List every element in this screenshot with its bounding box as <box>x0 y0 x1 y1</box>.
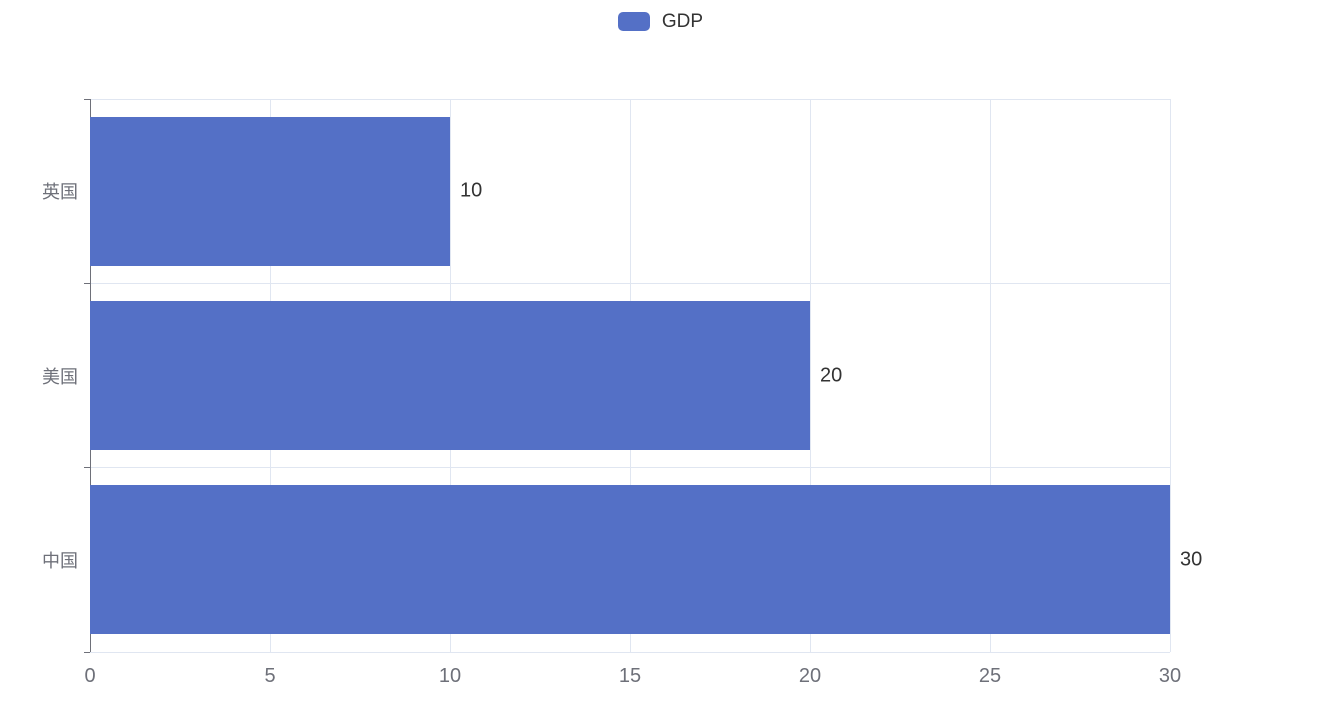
x-axis-tick-label-5: 5 <box>264 665 276 687</box>
x-axis-tick-label-0: 0 <box>84 665 96 687</box>
x-axis-tick-label-15: 15 <box>618 665 642 687</box>
bar-gdp-英国[interactable] <box>90 116 450 266</box>
bar-gdp-美国[interactable] <box>90 301 810 450</box>
y-axis-tick <box>84 282 90 284</box>
y-gridline <box>90 282 1170 284</box>
bar-value-label: 20 <box>820 364 843 386</box>
legend-label-gdp[interactable]: GDP <box>661 11 704 32</box>
x-axis-tick-label-30: 30 <box>1158 665 1182 687</box>
y-axis-label-英国: 英国 <box>42 182 78 203</box>
y-gridline <box>90 651 1170 653</box>
y-axis-tick <box>84 467 90 469</box>
bar-value-label: 30 <box>1180 548 1203 571</box>
x-axis-tick-label-25: 25 <box>978 665 1002 687</box>
y-gridline <box>90 98 1170 100</box>
x-axis-tick-label-10: 10 <box>438 665 462 687</box>
plot-area: 10 20 30 <box>84 98 1202 653</box>
legend[interactable]: GDP <box>0 12 1321 31</box>
legend-marker-gdp[interactable] <box>617 12 650 31</box>
bar-gdp-中国[interactable] <box>90 485 1170 635</box>
x-axis-tick-label-20: 20 <box>798 665 822 687</box>
y-axis-tick <box>84 98 90 100</box>
x-gridline <box>809 99 811 652</box>
y-axis-label-中国: 中国 <box>42 550 78 571</box>
y-axis-label-美国: 美国 <box>42 366 78 387</box>
x-gridline <box>989 99 991 652</box>
x-gridline <box>1169 99 1171 652</box>
y-axis-tick <box>84 651 90 653</box>
y-gridline <box>90 467 1170 469</box>
bar-value-label: 10 <box>460 179 483 202</box>
